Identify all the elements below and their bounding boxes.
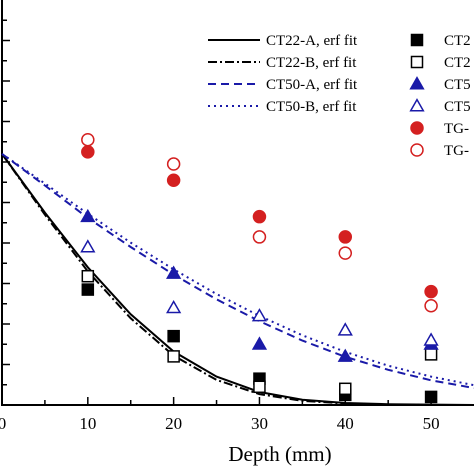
x-axis-label: Depth (mm) [228, 442, 331, 466]
data-point-circle [410, 121, 424, 135]
x-tick-label: 30 [251, 414, 268, 433]
data-point-square [410, 33, 424, 47]
data-point-triangle [409, 76, 425, 90]
data-point-circle [338, 230, 353, 244]
data-point-square [410, 55, 424, 69]
x-tick-label: 50 [423, 414, 440, 433]
data-point-circle [81, 132, 95, 147]
fit-line [1, 153, 474, 389]
data-point-square [424, 348, 438, 361]
legend-label: TG- [444, 143, 469, 159]
data-point-circle [252, 230, 267, 244]
data-point-circle [81, 145, 95, 159]
data-point-triangle [337, 322, 353, 336]
legend-label: CT5 [444, 99, 471, 115]
legend-label: CT5 [444, 77, 471, 93]
data-point-square [81, 283, 95, 296]
data-point-circle [424, 284, 438, 299]
x-tick-label: 40 [337, 414, 354, 433]
data-point-triangle [409, 98, 425, 112]
data-point-square [253, 380, 266, 394]
data-point-triangle [251, 308, 268, 322]
data-point-circle [166, 157, 181, 171]
data-point-circle [410, 143, 424, 157]
data-point-circle [338, 246, 353, 260]
data-point-triangle [80, 208, 96, 223]
data-point-triangle [166, 299, 182, 314]
data-point-square [339, 382, 352, 396]
data-point-square [424, 390, 438, 404]
x-tick-label: 0 [0, 414, 6, 433]
legend-label: CT2 [444, 33, 471, 49]
legend-label: CT50-A, erf fit [266, 77, 358, 93]
data-point-circle [424, 299, 438, 313]
x-tick-label: 20 [165, 414, 182, 433]
plot-area: 0 10 20 30 40 50 [0, 0, 474, 433]
legend-label: CT50-B, erf fit [266, 99, 357, 115]
data-point-square [167, 329, 180, 343]
legend-label: TG- [444, 121, 469, 137]
legend-label: CT22-A, erf fit [266, 33, 358, 49]
x-tick-label: 10 [79, 414, 96, 433]
legend: CT22-A, erf fit CT22-B, erf fit CT50-A, er… [208, 33, 471, 159]
legend-label: CT22-B, erf fit [266, 55, 357, 71]
fit-line [1, 153, 474, 387]
data-point-triangle [423, 332, 439, 346]
legend-label: CT2 [444, 55, 471, 71]
data-point-circle [166, 173, 181, 187]
data-point-triangle [337, 348, 353, 362]
data-point-circle [252, 209, 267, 224]
data-point-triangle [251, 336, 268, 350]
data-point-triangle [166, 265, 182, 279]
fit-line [1, 153, 474, 406]
data-point-square [167, 350, 180, 363]
data-point-square [81, 269, 95, 283]
fit-line [1, 153, 474, 406]
data-point-triangle [80, 239, 96, 253]
